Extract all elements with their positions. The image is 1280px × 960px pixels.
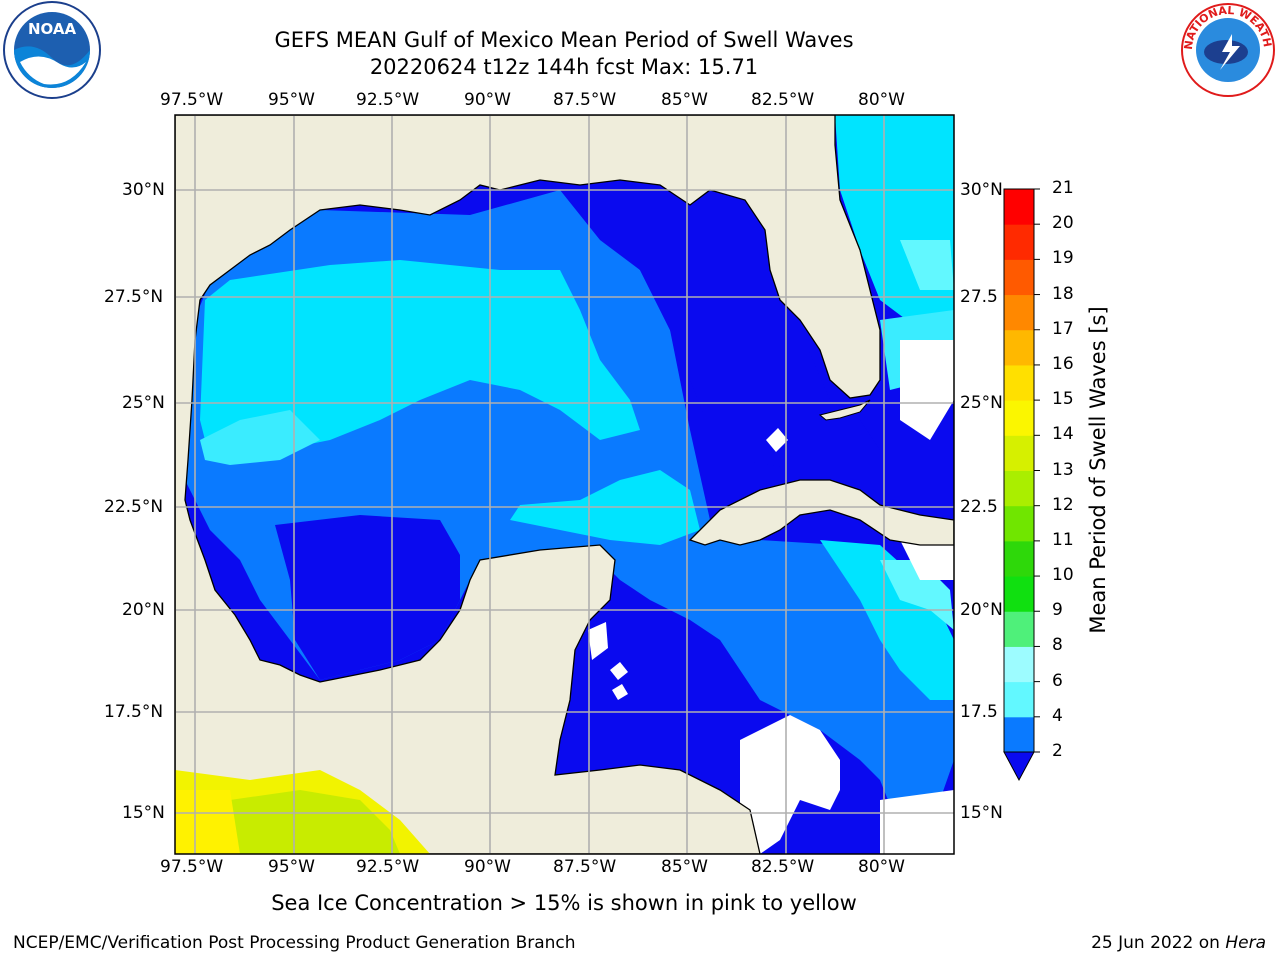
lat-label: 17.5 xyxy=(960,702,998,722)
lat-label: 22.5 xyxy=(960,497,998,517)
lon-label: 97.5°W xyxy=(160,857,224,877)
colorbar-segment xyxy=(1004,189,1034,225)
map-area xyxy=(175,115,954,854)
lat-label: 30°N xyxy=(122,180,165,200)
colorbar-tick-label: 19 xyxy=(1052,248,1074,269)
map-subtitle: 20220624 t12z 144h fcst Max: 15.71 xyxy=(369,55,759,79)
colorbar-tick-label: 13 xyxy=(1052,459,1074,480)
lat-label: 17.5°N xyxy=(104,702,164,722)
lat-label: 25°N xyxy=(960,393,1003,413)
lat-label: 25°N xyxy=(122,393,165,413)
noaa-logo: NOAA xyxy=(3,1,101,99)
lat-label: 20°N xyxy=(960,600,1003,620)
colorbar-segment xyxy=(1004,329,1034,366)
map-frame xyxy=(174,114,955,855)
footer-date-text: 25 Jun 2022 on xyxy=(1091,933,1226,953)
lat-label: 15°N xyxy=(122,803,165,823)
lon-label: 80°W xyxy=(858,857,905,877)
lon-label: 97.5°W xyxy=(160,90,224,110)
footer-credit: NCEP/EMC/Verification Post Processing Pr… xyxy=(13,933,576,953)
colorbar-tick-label: 6 xyxy=(1052,670,1063,691)
footer-date: 25 Jun 2022 on Hera xyxy=(1091,933,1266,953)
colorbar-segment xyxy=(1004,259,1034,296)
colorbar-segment xyxy=(1004,505,1034,542)
colorbar-tick-label: 10 xyxy=(1052,565,1074,586)
colorbar-tick-label: 12 xyxy=(1052,494,1074,515)
lon-label: 85°W xyxy=(661,857,708,877)
map-title: GEFS MEAN Gulf of Mexico Mean Period of … xyxy=(274,28,854,52)
colorbar-segment xyxy=(1004,294,1034,331)
nws-logo: NATIONAL WEATHER SERVICE xyxy=(0,0,1275,97)
colorbar-tick-label: 8 xyxy=(1052,635,1063,656)
colorbar-tick-label: 16 xyxy=(1052,353,1074,374)
lat-label: 30°N xyxy=(960,180,1003,200)
footer-host: Hera xyxy=(1225,933,1266,953)
colorbar-tick-label: 2 xyxy=(1052,741,1063,761)
colorbar-tick-label: 15 xyxy=(1052,389,1074,410)
colorbar-tick-label: 17 xyxy=(1052,318,1074,339)
colorbar-segment xyxy=(1004,470,1034,507)
lon-label: 92.5°W xyxy=(356,857,420,877)
colorbar-segment xyxy=(1004,364,1034,401)
colorbar-tick-label: 18 xyxy=(1052,283,1074,304)
lon-label: 80°W xyxy=(858,90,905,110)
colorbar-tick-label: 11 xyxy=(1052,529,1074,550)
colorbar-tick-label: 9 xyxy=(1052,600,1063,621)
colorbar-tick-label: 21 xyxy=(1052,178,1074,198)
lon-label: 82.5°W xyxy=(751,857,815,877)
lat-label: 15°N xyxy=(960,803,1003,823)
lat-label: 20°N xyxy=(122,600,165,620)
lon-label: 92.5°W xyxy=(356,90,420,110)
lon-label: 82.5°W xyxy=(751,90,815,110)
colorbar-segment xyxy=(1004,646,1034,683)
colorbar-segment xyxy=(1004,224,1034,260)
colorbar xyxy=(1003,188,1040,782)
lat-label: 27.5 xyxy=(960,287,998,307)
lat-label: 27.5°N xyxy=(104,287,164,307)
lon-label: 90°W xyxy=(464,857,511,877)
colorbar-tick-label: 20 xyxy=(1052,213,1074,234)
colorbar-segment xyxy=(1004,576,1034,612)
lat-label: 22.5°N xyxy=(104,497,164,517)
colorbar-segment xyxy=(1004,681,1034,718)
lon-label: 90°W xyxy=(464,90,511,110)
colorbar-segment xyxy=(1004,435,1034,471)
graticule xyxy=(175,115,954,854)
colorbar-segment xyxy=(1004,611,1034,647)
lon-label: 87.5°W xyxy=(553,857,617,877)
colorbar-title: Mean Period of Swell Waves [s] xyxy=(1086,306,1110,634)
lon-label: 95°W xyxy=(268,90,315,110)
noaa-logo-text: NOAA xyxy=(28,20,77,38)
colorbar-tick-label: 14 xyxy=(1052,424,1074,445)
nws-logo-text: NATIONAL WEATHER SERVICE xyxy=(0,0,1274,50)
colorbar-extend-arrow xyxy=(1003,751,1035,782)
lon-label: 85°W xyxy=(661,90,708,110)
colorbar-segment xyxy=(1004,540,1034,577)
lon-label: 87.5°W xyxy=(553,90,617,110)
colorbar-segment xyxy=(1004,400,1034,436)
svg-text:NATIONAL WEATHER SERVICE: NATIONAL WEATHER SERVICE xyxy=(0,0,1274,50)
lon-label: 95°W xyxy=(268,857,315,877)
colorbar-tick-label: 4 xyxy=(1052,705,1063,726)
sea-ice-note: Sea Ice Concentration > 15% is shown in … xyxy=(271,891,857,915)
colorbar-segment xyxy=(1004,716,1034,753)
